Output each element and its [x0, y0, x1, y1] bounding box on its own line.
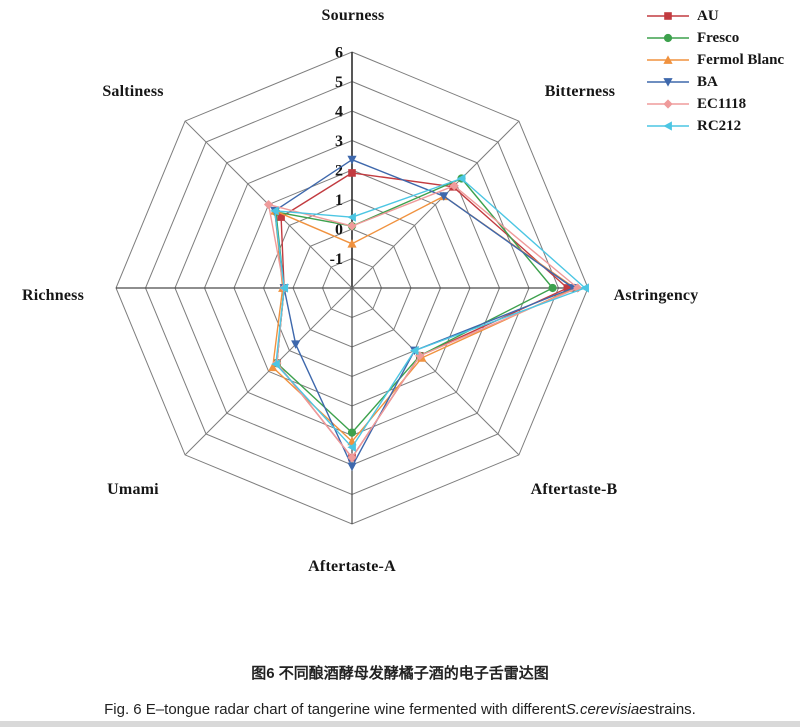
legend-label: EC1118 [697, 95, 747, 112]
series-line-au [276, 172, 569, 459]
series-marker-ba-umami [291, 340, 301, 349]
series-marker-ec1118-saltiness [263, 199, 274, 210]
legend-marker-ba [663, 78, 673, 87]
series-marker-ec1118-astringency [573, 283, 583, 293]
legend-item-au: AU [646, 5, 784, 27]
chart-legend: AU Fresco Fermol Blanc BA EC1118 RC212 [646, 5, 784, 137]
series-marker-rc212-aftertaste-a [347, 442, 356, 452]
series-marker-fresco-aftertaste-a [347, 428, 357, 437]
caption-chinese: 图6 不同酿酒酵母发酵橘子酒的电子舌雷达图 [251, 665, 549, 682]
series-marker-fermol-blanc-sourness [347, 239, 357, 248]
circle-icon [647, 33, 689, 43]
caption-english-prefix: Fig. 6 E–tongue radar chart of tangerine… [104, 701, 566, 718]
caption-english-species: S.cerevisiae [565, 701, 648, 718]
series-marker-fresco-astringency [548, 283, 557, 293]
legend-item-ec1118: EC1118 [646, 93, 784, 115]
grid-spoke [351, 287, 520, 456]
tick-label: 6 [335, 45, 343, 62]
caption-english-suffix: strains. [647, 701, 696, 718]
legend-label: RC212 [697, 117, 742, 134]
square-icon [647, 12, 689, 20]
diamond-icon [647, 99, 689, 109]
triangle-left-icon [647, 121, 689, 131]
series-marker-ec1118-sourness [347, 221, 357, 231]
series-marker-ba-bitterness [439, 192, 449, 201]
triangle-down-icon [647, 78, 689, 87]
axis-label-aftertaste-a: Aftertaste-A [308, 558, 396, 575]
page-bottom-strip [0, 721, 800, 727]
legend-marker-fresco [663, 33, 673, 43]
series-marker-rc212-astringency [580, 283, 589, 293]
radar-chart: 6 5 4 3 2 1 0 -1 [115, 45, 589, 525]
legend-item-rc212: RC212 [646, 115, 784, 137]
series-marker-rc212-aftertaste-b [409, 345, 419, 356]
series-marker-ec1118-aftertaste-a [347, 453, 357, 463]
tick-label: -1 [330, 251, 343, 268]
series-line-ec1118 [267, 185, 579, 459]
legend-marker-ec1118 [663, 99, 673, 109]
tick-label: 5 [335, 74, 343, 91]
tick-label: 0 [335, 222, 343, 239]
series-marker-ec1118-aftertaste-b [415, 351, 425, 361]
series-marker-ba-aftertaste-a [347, 462, 357, 472]
series-marker-ba-sourness [347, 155, 357, 165]
tick-label: 1 [335, 192, 343, 209]
series-marker-rc212-richness [279, 283, 289, 293]
series-line-fermol-blanc [272, 195, 576, 443]
axis-label-astringency: Astringency [613, 287, 699, 304]
legend-item-ba: BA [646, 71, 784, 93]
axis-label-bitterness: Bitterness [544, 83, 616, 100]
triangle-up-icon [647, 55, 689, 64]
legend-label: AU [697, 7, 719, 24]
legend-item-fresco: Fresco [646, 27, 784, 49]
axis-label-sourness: Sourness [321, 7, 385, 24]
legend-marker-fermol-blanc [663, 55, 673, 64]
series-marker-rc212-bitterness [456, 173, 466, 184]
series-marker-rc212-umami [271, 359, 280, 369]
legend-label: BA [697, 73, 718, 90]
caption-english: Fig. 6 E–tongue radar chart of tangerine… [0, 701, 800, 718]
series-marker-rc212-saltiness [270, 206, 279, 216]
tick-label: 4 [335, 104, 343, 121]
legend-marker-rc212 [663, 121, 672, 131]
series-marker-au-saltiness [277, 213, 285, 221]
axis-label-aftertaste-b: Aftertaste-B [530, 481, 618, 498]
series-marker-ec1118-bitterness [449, 181, 459, 191]
legend-label: Fresco [697, 29, 740, 46]
axis-label-richness: Richness [21, 287, 85, 304]
grid-spoke [351, 120, 520, 289]
series-marker-au-astringency [563, 284, 572, 292]
grid-spoke [184, 287, 353, 456]
legend-item-fermol-blanc: Fermol Blanc [646, 49, 784, 71]
tick-label: 3 [335, 133, 343, 150]
axis-label-umami: Umami [107, 481, 159, 498]
series-marker-au-sourness [348, 169, 356, 177]
series-marker-rc212-sourness [347, 212, 356, 222]
tick-label: 2 [335, 163, 343, 180]
axis-label-saltiness: Saltiness [102, 83, 164, 100]
legend-marker-au [664, 12, 672, 20]
series-marker-fermol-blanc-umami [268, 362, 278, 372]
legend-label: Fermol Blanc [697, 51, 785, 68]
